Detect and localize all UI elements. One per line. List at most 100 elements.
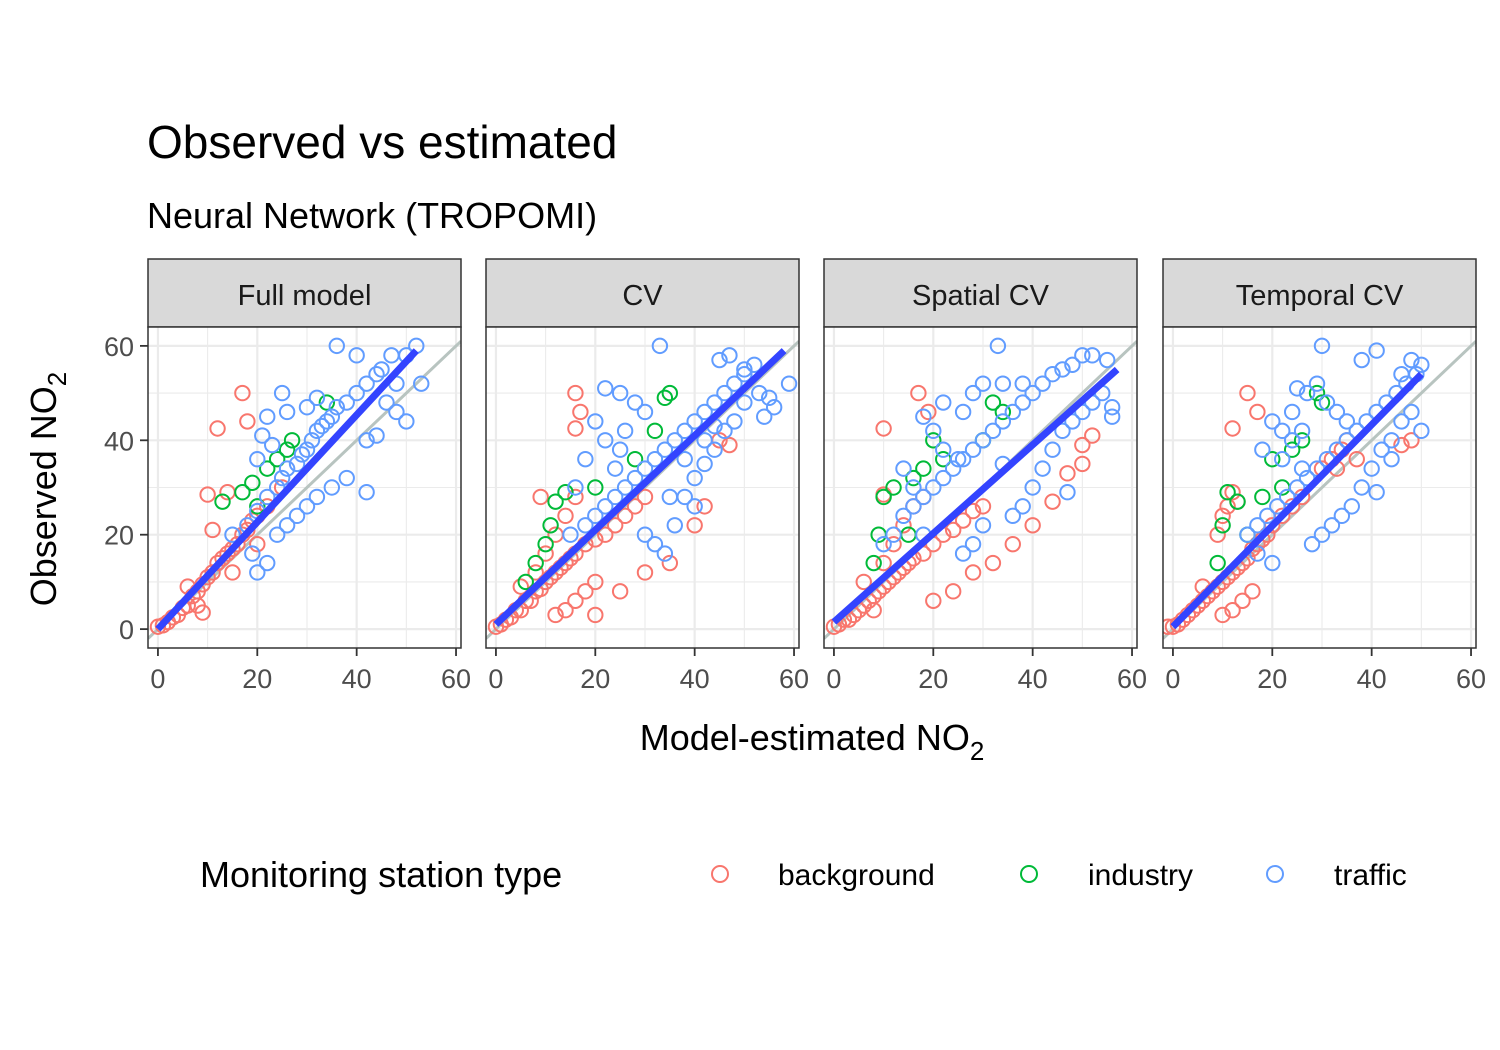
data-point — [1308, 375, 1326, 392]
data-point — [706, 441, 723, 458]
data-point — [308, 488, 326, 506]
data-point — [1004, 403, 1021, 421]
facet-panel: Spatial CV 0 20 40 60 — [823, 258, 1147, 694]
data-point — [398, 413, 415, 430]
data-point — [1264, 450, 1281, 468]
data-point — [925, 432, 942, 449]
data-point — [1293, 422, 1311, 440]
data-point — [358, 375, 375, 392]
data-point — [278, 403, 296, 421]
data-point — [984, 394, 1002, 411]
data-point — [711, 351, 728, 369]
data-point — [587, 479, 604, 496]
data-point — [1054, 422, 1071, 440]
data-point — [1244, 583, 1261, 600]
y-tick-label: 0 — [119, 615, 134, 645]
data-point — [1368, 484, 1385, 501]
legend-label-industry: industry — [1088, 859, 1193, 892]
data-point — [1103, 408, 1121, 425]
data-point — [313, 417, 331, 435]
data-point — [765, 399, 783, 416]
series-industry — [517, 384, 679, 591]
data-point — [1283, 403, 1301, 421]
data-point — [656, 441, 674, 458]
data-point — [1393, 413, 1410, 430]
data-point — [234, 484, 251, 501]
data-point — [388, 403, 405, 421]
data-point — [378, 394, 395, 411]
data-point — [204, 521, 221, 539]
data-point — [1338, 413, 1356, 430]
data-point — [1293, 432, 1311, 449]
data-point — [756, 408, 773, 425]
data-point — [298, 498, 316, 515]
series-traffic — [1239, 337, 1430, 572]
legend-key-industry — [1020, 865, 1038, 883]
data-point — [318, 394, 336, 411]
data-point — [1373, 441, 1390, 458]
data-point — [1044, 493, 1061, 510]
data-point — [1328, 403, 1346, 421]
data-point — [636, 403, 654, 421]
data-point — [855, 573, 872, 591]
data-point — [1283, 432, 1301, 449]
data-point — [557, 507, 574, 525]
data-point — [1313, 526, 1331, 543]
data-point — [616, 507, 634, 525]
data-point — [1249, 545, 1266, 562]
data-point — [935, 441, 952, 458]
data-point — [1348, 450, 1365, 468]
x-tick-label: 40 — [342, 664, 372, 694]
data-point — [1034, 375, 1051, 392]
data-point — [318, 413, 336, 430]
data-point — [676, 422, 693, 440]
data-point — [1214, 606, 1231, 624]
data-point — [1014, 498, 1031, 515]
data-point — [219, 545, 236, 562]
data-point — [567, 488, 584, 506]
data-point — [661, 488, 679, 506]
data-point — [885, 535, 902, 553]
data-point — [259, 408, 276, 425]
data-point — [606, 460, 624, 477]
data-point — [686, 517, 703, 534]
x-tick-label: 20 — [1257, 664, 1287, 694]
identity-line — [148, 340, 461, 640]
data-point — [1074, 436, 1091, 454]
gridlines — [1163, 327, 1476, 648]
data-point — [567, 592, 584, 609]
data-point — [567, 420, 584, 437]
x-tick-label: 0 — [488, 664, 503, 694]
data-point — [373, 361, 390, 378]
data-point — [199, 486, 216, 503]
data-point — [1343, 498, 1360, 515]
data-point — [626, 469, 644, 487]
legend: Monitoring station type background indust… — [200, 854, 1407, 895]
data-point — [1303, 535, 1321, 553]
data-point — [1264, 413, 1281, 430]
data-point — [606, 488, 624, 506]
data-point — [268, 479, 286, 496]
data-point — [646, 450, 664, 468]
data-point — [1064, 413, 1081, 430]
data-point — [259, 554, 276, 572]
x-tick-label: 40 — [680, 664, 710, 694]
data-point — [686, 498, 703, 515]
data-point — [696, 455, 713, 473]
data-point — [905, 498, 922, 515]
x-tick-label: 60 — [779, 664, 809, 694]
data-point — [736, 361, 753, 378]
data-point — [780, 375, 798, 392]
data-point — [1234, 592, 1251, 609]
data-point — [1393, 436, 1410, 454]
data-point — [954, 512, 972, 529]
data-point — [244, 474, 261, 491]
data-point — [597, 498, 614, 515]
data-point — [1274, 450, 1291, 468]
data-point — [273, 469, 291, 487]
data-point — [1368, 342, 1385, 359]
data-point — [209, 420, 226, 437]
data-point — [646, 422, 664, 440]
data-point — [1333, 507, 1351, 525]
data-point — [954, 403, 972, 421]
